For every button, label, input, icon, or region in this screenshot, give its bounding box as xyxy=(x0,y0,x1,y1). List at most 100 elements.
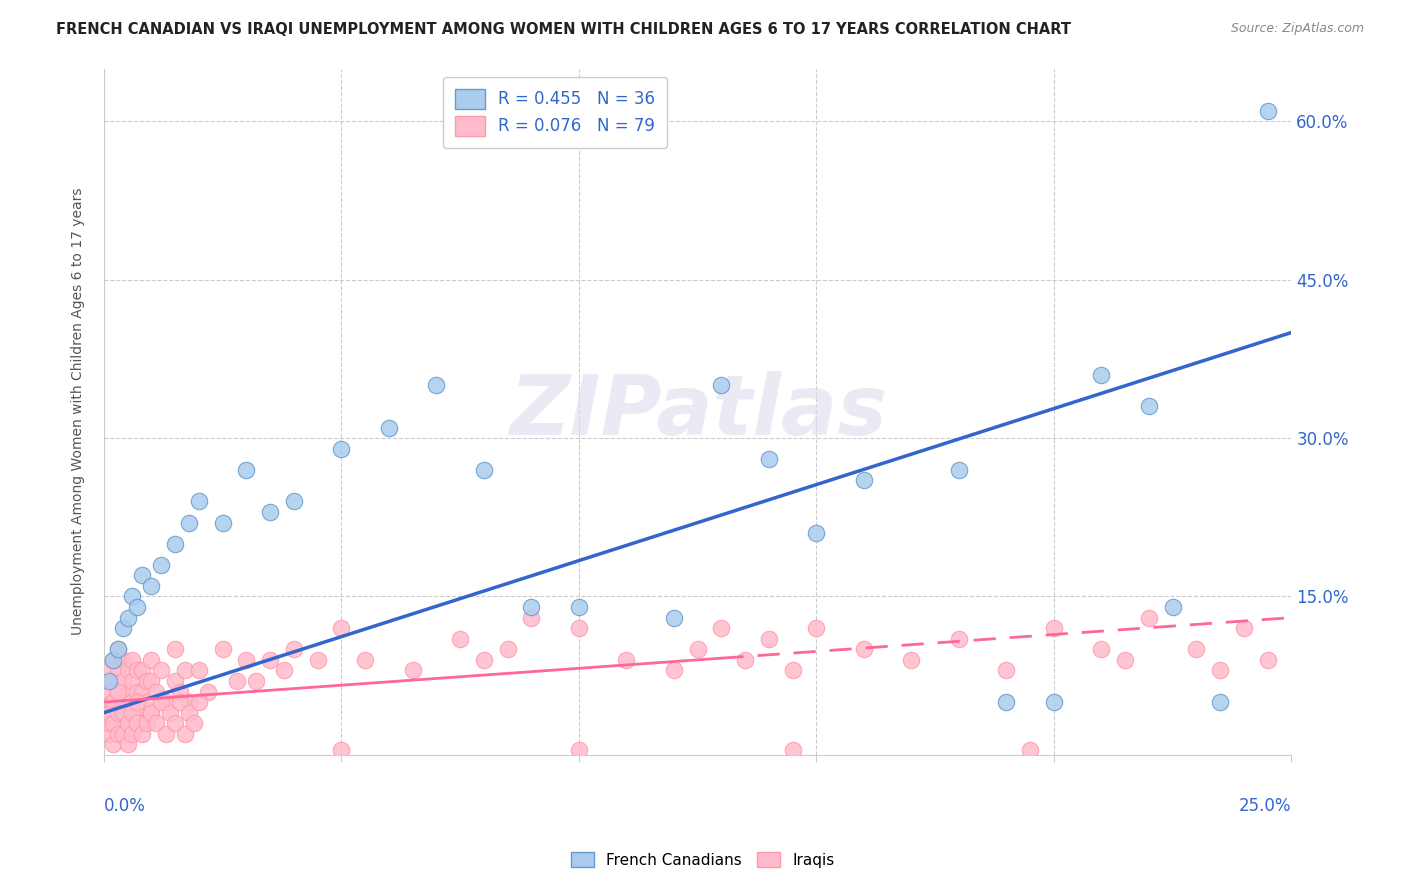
Text: ZIPatlas: ZIPatlas xyxy=(509,371,887,452)
Point xyxy=(179,516,201,530)
Point xyxy=(995,664,1018,678)
Point xyxy=(131,568,153,582)
Text: 25.0%: 25.0% xyxy=(1239,797,1292,814)
Point xyxy=(283,642,305,657)
Point xyxy=(1043,621,1066,635)
Point xyxy=(259,505,281,519)
Point xyxy=(107,706,129,720)
Point xyxy=(97,684,120,698)
Point xyxy=(330,442,353,456)
Legend: French Canadians, Iraqis: French Canadians, Iraqis xyxy=(564,844,842,875)
Point xyxy=(121,706,143,720)
Point xyxy=(169,684,191,698)
Point xyxy=(107,706,129,720)
Point xyxy=(273,664,295,678)
Point xyxy=(758,632,780,646)
Text: 0.0%: 0.0% xyxy=(104,797,146,814)
Point xyxy=(402,664,425,678)
Point xyxy=(141,706,163,720)
Point xyxy=(107,727,129,741)
Point xyxy=(211,516,233,530)
Point xyxy=(449,632,471,646)
Point xyxy=(127,684,149,698)
Point xyxy=(135,673,157,688)
Point xyxy=(734,653,756,667)
Point xyxy=(107,684,129,698)
Point xyxy=(710,621,733,635)
Point xyxy=(1161,600,1184,615)
Point xyxy=(782,664,804,678)
Point xyxy=(235,653,257,667)
Point xyxy=(121,695,143,709)
Point xyxy=(150,558,173,572)
Point xyxy=(472,653,495,667)
Point xyxy=(155,727,177,741)
Point xyxy=(103,716,125,731)
Point xyxy=(127,716,149,731)
Point xyxy=(782,742,804,756)
Point xyxy=(354,653,377,667)
Point xyxy=(183,716,205,731)
Point xyxy=(179,706,201,720)
Point xyxy=(211,642,233,657)
Point xyxy=(1114,653,1136,667)
Point xyxy=(1257,653,1279,667)
Point xyxy=(111,653,134,667)
Point xyxy=(1233,621,1256,635)
Point xyxy=(378,420,401,434)
Point xyxy=(173,727,195,741)
Point xyxy=(948,463,970,477)
Point xyxy=(107,642,129,657)
Text: Source: ZipAtlas.com: Source: ZipAtlas.com xyxy=(1230,22,1364,36)
Point xyxy=(117,684,139,698)
Point xyxy=(127,600,149,615)
Point xyxy=(150,695,173,709)
Point xyxy=(131,727,153,741)
Point xyxy=(173,664,195,678)
Point xyxy=(111,695,134,709)
Point xyxy=(165,716,187,731)
Point xyxy=(121,590,143,604)
Point xyxy=(235,463,257,477)
Point xyxy=(259,653,281,667)
Point xyxy=(806,526,828,541)
Point xyxy=(111,673,134,688)
Point xyxy=(141,673,163,688)
Point xyxy=(283,494,305,508)
Text: FRENCH CANADIAN VS IRAQI UNEMPLOYMENT AMONG WOMEN WITH CHILDREN AGES 6 TO 17 YEA: FRENCH CANADIAN VS IRAQI UNEMPLOYMENT AM… xyxy=(56,22,1071,37)
Point xyxy=(330,742,353,756)
Point xyxy=(103,737,125,751)
Point xyxy=(117,706,139,720)
Point xyxy=(121,653,143,667)
Point xyxy=(97,664,120,678)
Point xyxy=(131,716,153,731)
Point xyxy=(111,706,134,720)
Point xyxy=(107,684,129,698)
Point xyxy=(307,653,329,667)
Point xyxy=(103,695,125,709)
Point xyxy=(425,378,447,392)
Point xyxy=(1137,400,1160,414)
Point xyxy=(127,695,149,709)
Point xyxy=(188,664,211,678)
Point xyxy=(662,610,685,624)
Point xyxy=(1185,642,1208,657)
Point xyxy=(159,706,181,720)
Point xyxy=(131,684,153,698)
Point xyxy=(97,716,120,731)
Point xyxy=(117,716,139,731)
Point xyxy=(97,706,120,720)
Point xyxy=(165,537,187,551)
Point xyxy=(97,673,120,688)
Point xyxy=(568,742,591,756)
Point xyxy=(121,727,143,741)
Point xyxy=(141,579,163,593)
Point xyxy=(169,695,191,709)
Point xyxy=(131,664,153,678)
Point xyxy=(852,474,875,488)
Point xyxy=(852,642,875,657)
Point xyxy=(568,621,591,635)
Point xyxy=(103,716,125,731)
Point xyxy=(135,716,157,731)
Point xyxy=(145,716,167,731)
